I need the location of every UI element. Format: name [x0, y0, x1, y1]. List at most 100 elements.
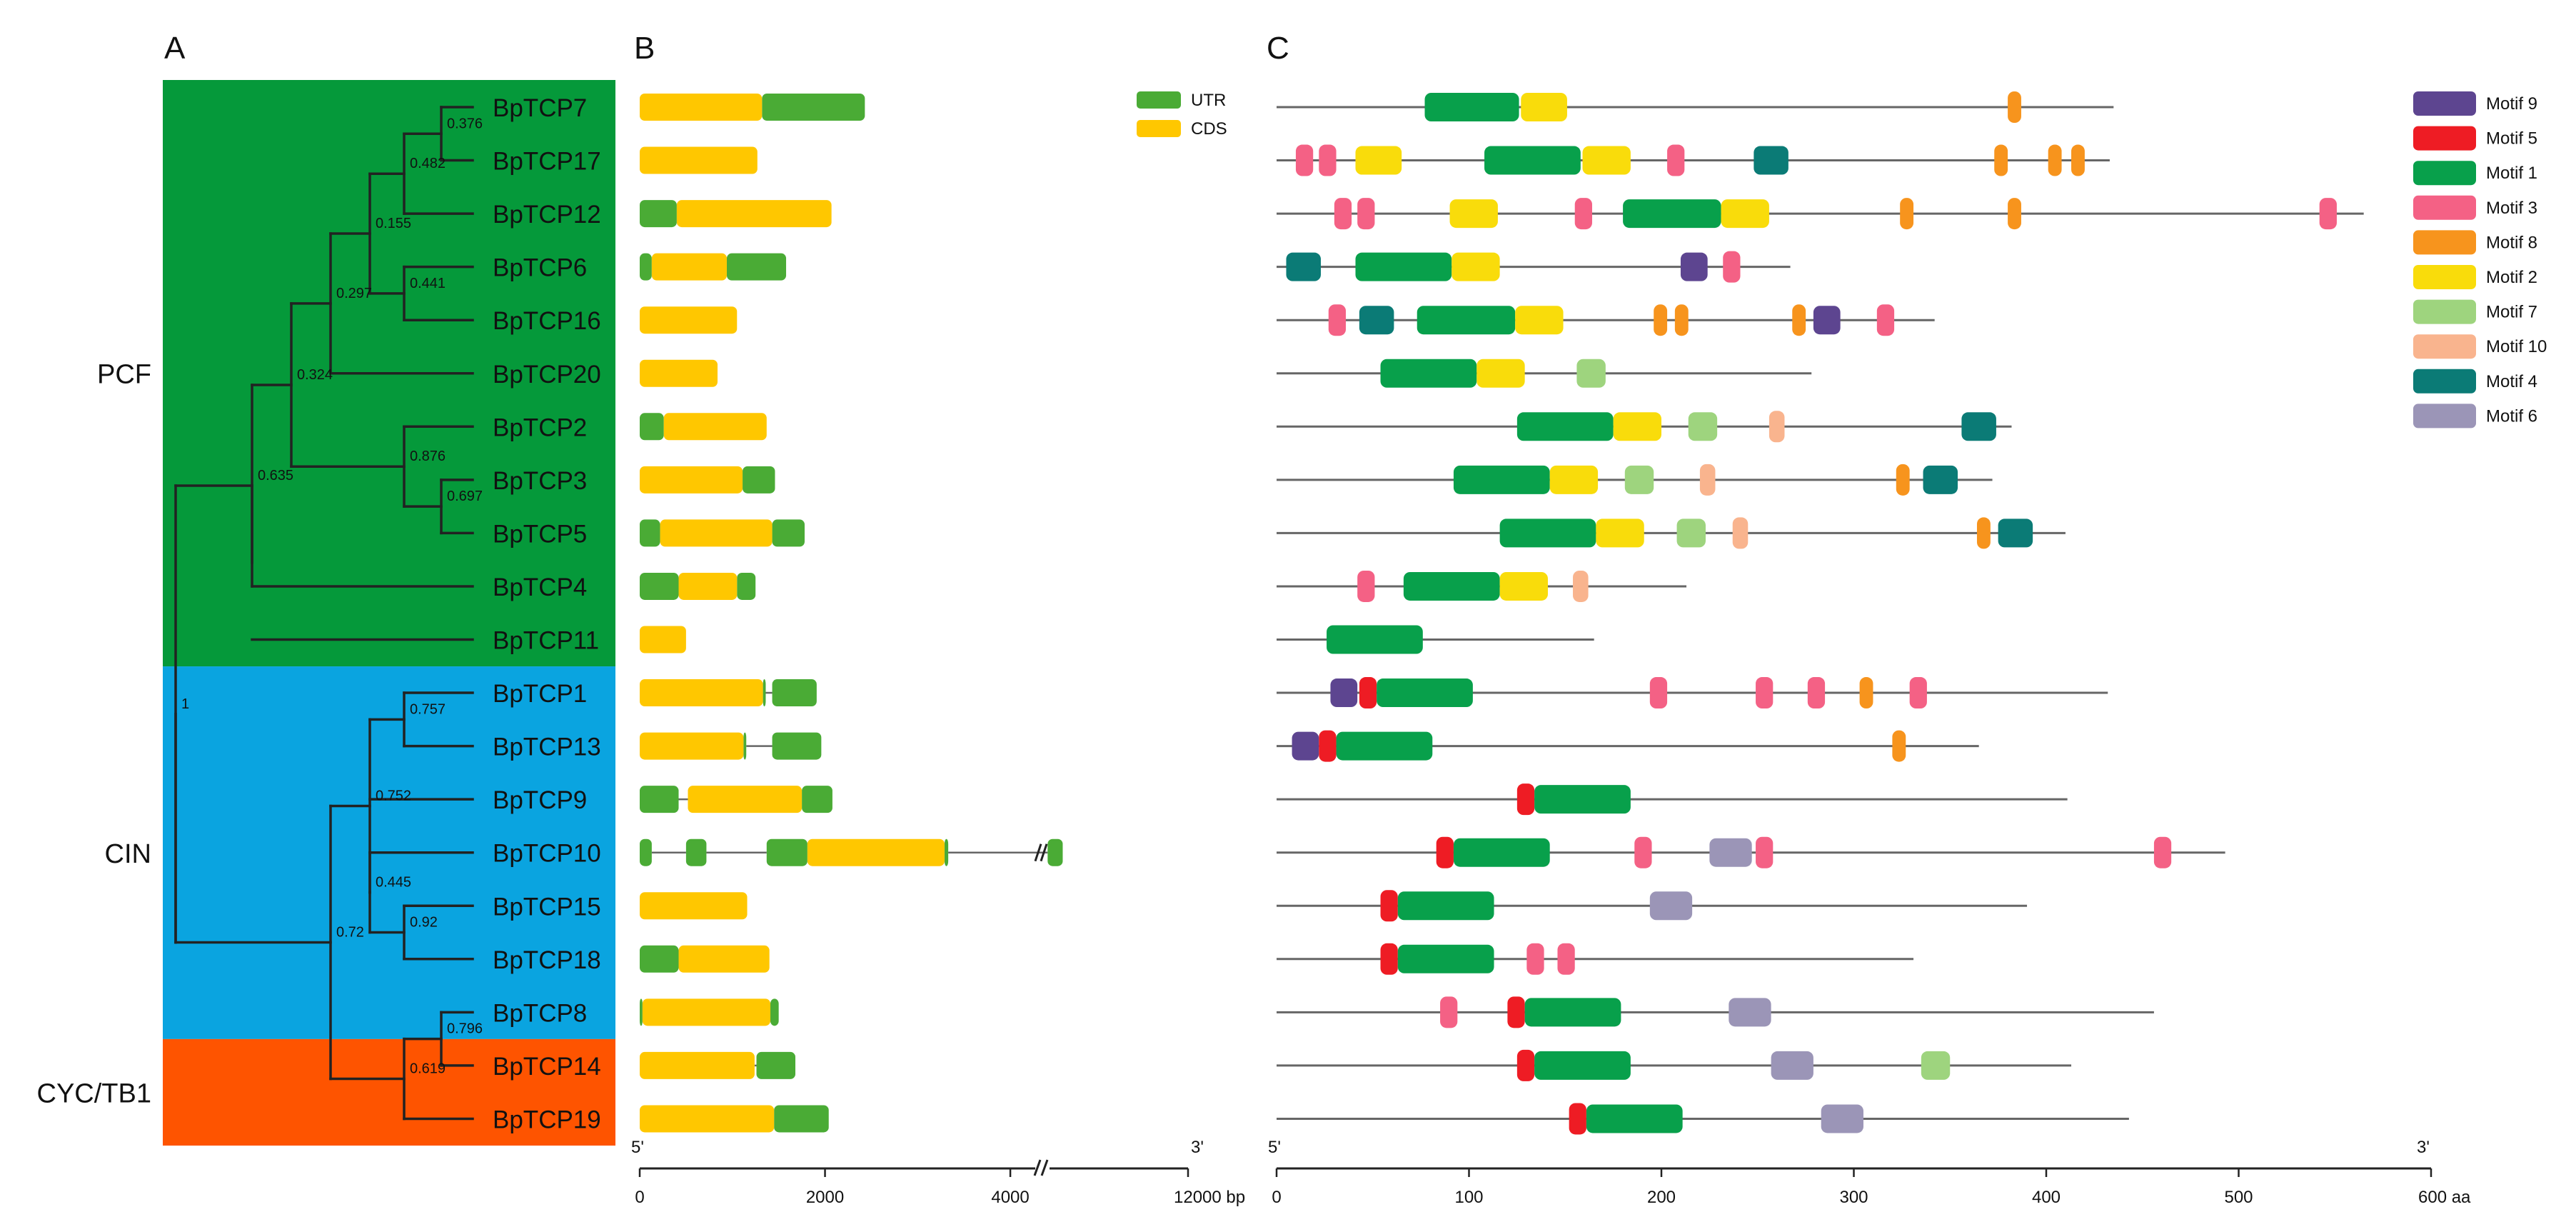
bootstrap-value: 0.441 — [410, 276, 446, 291]
motif-9-block — [1680, 252, 1708, 281]
utr-block — [802, 786, 832, 813]
motif-5-block — [1516, 1049, 1535, 1081]
motif-5-block — [1319, 730, 1337, 762]
cds-block — [640, 892, 748, 920]
legend-motif-label: Motif 1 — [2486, 164, 2537, 183]
motif-3-block — [1295, 144, 1314, 176]
phylogenetic-tree: 1 0.635 0.324 0.297 0.155 0.482 0.376 0.441 0.87… — [174, 94, 601, 1133]
motif-3-block — [1723, 251, 1741, 283]
protein-axis-tick-label: 600 aa — [2418, 1188, 2471, 1207]
motif-1-block — [1534, 785, 1631, 814]
legend-motif-swatch — [2413, 91, 2476, 116]
motif-3-block — [1807, 677, 1826, 709]
legend-motif-label: Motif 5 — [2486, 129, 2537, 149]
cds-block — [640, 306, 738, 334]
utr-block — [770, 998, 779, 1026]
motif-5-block — [1380, 943, 1398, 975]
motif-9-block — [1330, 678, 1358, 708]
tree-tip-label: BpTCP17 — [493, 148, 601, 176]
cds-block — [678, 572, 738, 600]
utr-block — [640, 786, 679, 813]
tree-tip-label: BpTCP2 — [493, 414, 587, 441]
protein-axis-5prime: 5' — [1268, 1138, 1281, 1157]
motif-4-block — [1998, 519, 2033, 548]
tree-tip-label: BpTCP14 — [493, 1053, 601, 1081]
utr-block — [640, 572, 679, 600]
gene-axis-tick-label: 12000 bp — [1174, 1188, 1245, 1207]
tree-tip-label: BpTCP19 — [493, 1106, 601, 1133]
protein-axis-tick-label: 500 — [2224, 1188, 2253, 1207]
legend-utr-swatch — [1137, 91, 1181, 109]
motif-10-block — [1732, 517, 1749, 549]
legend-utr-label: UTR — [1191, 91, 1226, 110]
legend-motif-swatch — [2413, 334, 2476, 359]
panel-label-b: B — [634, 31, 655, 66]
gene-axis-5prime: 5' — [631, 1138, 644, 1157]
motif-1-block — [1417, 306, 1516, 335]
tree-tip-label: BpTCP8 — [493, 999, 587, 1027]
utr-block — [640, 200, 677, 228]
cds-block — [640, 146, 758, 174]
cds-block — [640, 359, 718, 387]
motif-3-block — [1574, 198, 1592, 230]
bootstrap-value: 0.297 — [336, 286, 372, 301]
motif-legend: Motif 9 Motif 5 Motif 1 Motif 3 Motif 8 Motif… — [2413, 91, 2547, 429]
bootstrap-value: 0.752 — [376, 788, 411, 803]
cds-block — [660, 519, 773, 547]
motif-1-block — [1524, 998, 1621, 1027]
tree-tip-label: BpTCP11 — [493, 627, 599, 655]
bootstrap-value: 0.482 — [410, 156, 446, 171]
motif-4-block — [1286, 252, 1321, 281]
motif-2-block — [1596, 519, 1644, 548]
motif-5-block — [1507, 996, 1525, 1028]
utr-block — [756, 1051, 796, 1079]
legend-motif-swatch — [2413, 265, 2476, 289]
legend-cds-swatch — [1137, 120, 1181, 137]
motif-9-block — [1292, 731, 1319, 761]
motif-3-block — [1357, 570, 1375, 602]
motif-1-block — [1534, 1051, 1631, 1080]
motif-7-block — [1676, 519, 1706, 548]
bootstrap-value: 0.72 — [336, 925, 364, 941]
cds-block — [678, 945, 770, 973]
tree-tip-label: BpTCP10 — [493, 840, 601, 868]
protein-axis-tick-label: 400 — [2032, 1188, 2061, 1207]
motif-6-block — [1821, 1104, 1863, 1133]
motif-4-block — [1923, 465, 1958, 494]
cds-block — [640, 94, 763, 121]
motif-8-block — [1859, 677, 1873, 709]
legend-motif-swatch — [2413, 299, 2476, 324]
utr-block — [762, 94, 865, 121]
utr-block — [763, 679, 766, 707]
motif-3-block — [2153, 836, 2172, 868]
motif-1-block — [1623, 199, 1721, 229]
gene-axis-tick-label: 2000 — [806, 1188, 844, 1207]
cds-block — [640, 1105, 775, 1133]
motif-2-block — [1499, 571, 1548, 601]
motif-8-block — [1892, 730, 1906, 762]
motif-1-block — [1355, 252, 1452, 281]
motif-6-block — [1649, 891, 1693, 921]
legend-motif-label: Motif 7 — [2486, 303, 2537, 322]
motif-3-block — [1649, 677, 1668, 709]
motif-2-block — [1476, 359, 1525, 388]
motif-2-block — [1582, 146, 1631, 175]
cds-block — [640, 466, 743, 494]
motif-panel: 0 100 200 300 400 500 600 aa 5' 3' — [1268, 91, 2471, 1207]
utr-block — [640, 253, 652, 281]
motif-8-block — [1674, 304, 1689, 336]
motif-10-block — [1699, 464, 1716, 496]
utr-block — [640, 838, 652, 866]
cds-block — [676, 200, 832, 228]
utr-block — [640, 998, 643, 1026]
motif-3-block — [1328, 304, 1347, 336]
motif-8-block — [2008, 198, 2021, 230]
utr-block — [774, 1105, 829, 1133]
clade-label: CYC/TB1 — [37, 1078, 151, 1108]
legend-cds-label: CDS — [1191, 119, 1227, 139]
motif-3-block — [1756, 836, 1773, 868]
motif-6-block — [1771, 1051, 1813, 1080]
motif-5-block — [1436, 836, 1454, 868]
bootstrap-value: 1 — [181, 696, 189, 712]
bootstrap-value: 0.445 — [376, 875, 411, 891]
